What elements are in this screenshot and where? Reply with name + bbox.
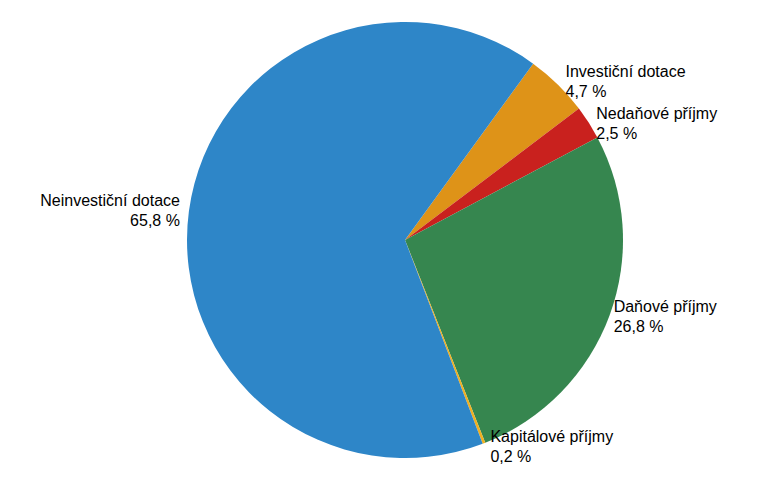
svg-text:0,2 %: 0,2 % bbox=[490, 448, 531, 465]
svg-text:26,8 %: 26,8 % bbox=[614, 318, 664, 335]
svg-text:65,8 %: 65,8 % bbox=[130, 212, 180, 229]
svg-text:Neinvestiční dotace: Neinvestiční dotace bbox=[40, 192, 180, 209]
svg-text:2,5 %: 2,5 % bbox=[596, 125, 637, 142]
svg-text:Daňové příjmy: Daňové příjmy bbox=[614, 298, 717, 315]
svg-text:Kapitálové příjmy: Kapitálové příjmy bbox=[490, 428, 613, 445]
svg-text:4,7 %: 4,7 % bbox=[565, 83, 606, 100]
svg-text:Investiční dotace: Investiční dotace bbox=[565, 63, 685, 80]
svg-text:Nedaňové příjmy: Nedaňové příjmy bbox=[596, 105, 717, 122]
